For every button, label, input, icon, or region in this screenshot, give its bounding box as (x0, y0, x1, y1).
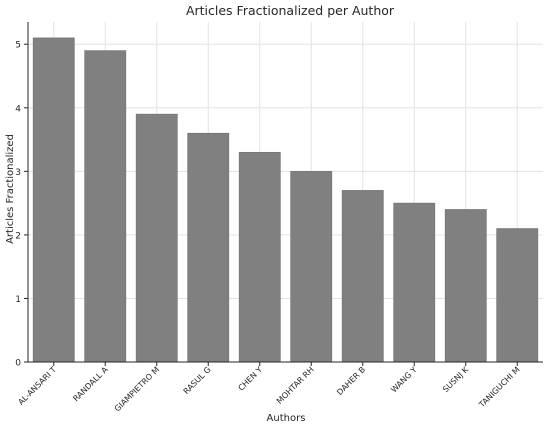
bar (341, 190, 384, 363)
y-tick-label: 5 (15, 41, 21, 51)
x-tick-label: SUSNJ K (441, 365, 471, 395)
x-tick-label: MOHTAR RH (275, 365, 316, 406)
bar (238, 151, 281, 363)
y-tick-label: 4 (15, 104, 21, 114)
bar (290, 171, 333, 363)
y-axis-label: Articles Fractionalized (5, 134, 16, 244)
x-tick-label: GIAMPIETRO M (113, 365, 161, 413)
x-axis-label: Authors (267, 413, 306, 424)
bars (32, 37, 539, 363)
bar (32, 37, 75, 363)
x-tick-label: WANG Y (389, 365, 418, 394)
y-tick-label: 0 (15, 359, 21, 369)
y-tick-label: 2 (15, 231, 21, 241)
x-tick-label: DAHER B (335, 365, 367, 397)
y-tick-label: 1 (15, 295, 21, 305)
x-tick-label: AL-ANSARI T (16, 365, 58, 407)
x-tick-label: RASUL G (182, 365, 213, 396)
bar (84, 50, 127, 363)
bar (496, 228, 539, 363)
bar (187, 132, 230, 363)
x-tick-label: TANIGUCHI M (477, 365, 522, 410)
bar (135, 113, 178, 363)
y-tick-label: 3 (15, 168, 21, 178)
bar (444, 209, 487, 363)
axes (27, 22, 543, 363)
x-tick-label: CHEN Y (237, 365, 265, 393)
x-tick-label: RANDALL A (71, 365, 110, 404)
bar (393, 202, 436, 363)
x-tick-labels: AL-ANSARI T RANDALL A GIAMPIETRO M RASUL G C… (16, 362, 522, 413)
chart-title: Articles Fractionalized per Author (186, 3, 395, 18)
y-tick-labels: 0 1 2 3 4 5 (15, 41, 28, 369)
